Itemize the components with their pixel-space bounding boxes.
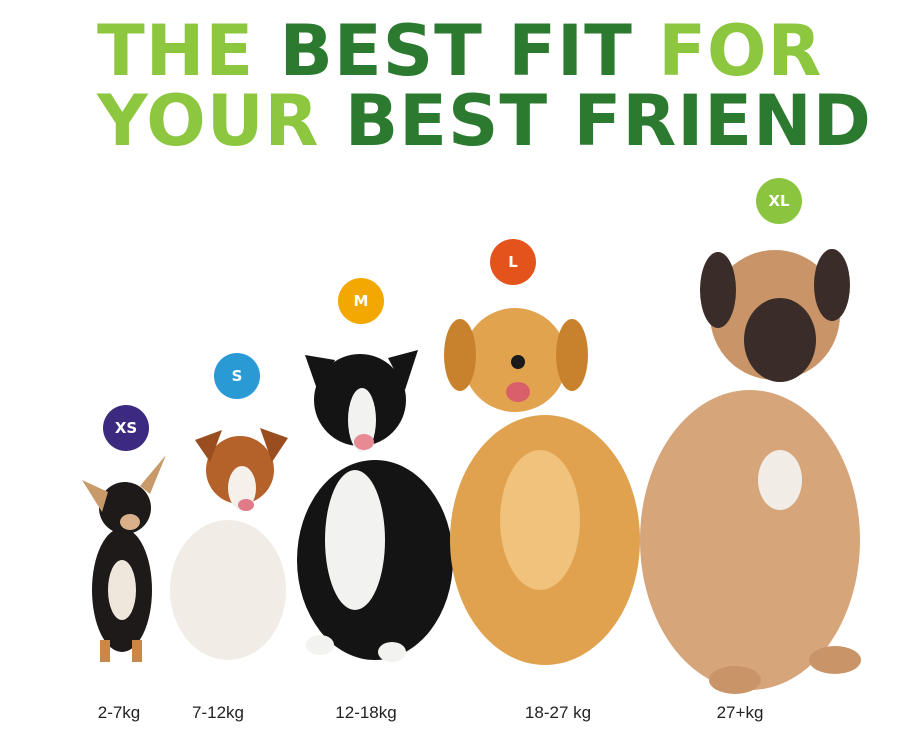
size-badge-s: S bbox=[214, 353, 260, 399]
headline-word: THE bbox=[97, 10, 255, 92]
headline-word: BEST FRIEND bbox=[344, 80, 872, 162]
mastiff-image bbox=[640, 249, 861, 694]
weight-label-s: 7-12kg bbox=[192, 703, 244, 722]
golden-retriever-image bbox=[444, 308, 640, 665]
size-badge-l: L bbox=[490, 239, 536, 285]
headline-line-2: YOUR BEST FRIEND bbox=[97, 86, 872, 156]
border-collie-image bbox=[297, 350, 453, 662]
size-badge-xs: XS bbox=[103, 405, 149, 451]
headline-line-1: THE BEST FIT FOR bbox=[97, 16, 822, 86]
weight-label-xs: 2-7kg bbox=[97, 703, 141, 722]
headline-word: BEST FIT bbox=[279, 10, 633, 92]
weight-label-xl: 27+kg bbox=[716, 703, 764, 722]
size-badge-xl: XL bbox=[756, 178, 802, 224]
weight-label-m: 12-18kg bbox=[335, 703, 397, 722]
chihuahua-image bbox=[82, 455, 166, 662]
size-badge-m: M bbox=[338, 278, 384, 324]
jack-russell-image bbox=[170, 428, 288, 660]
weight-label-l: 18-27 kg bbox=[524, 703, 592, 722]
headline-word: YOUR bbox=[97, 80, 320, 162]
headline-word: FOR bbox=[658, 10, 823, 92]
